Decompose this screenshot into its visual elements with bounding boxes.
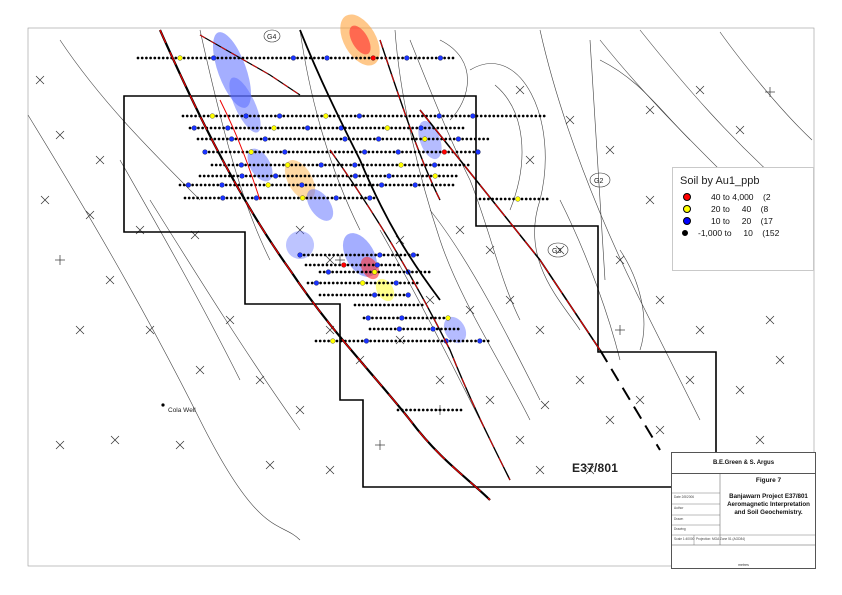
structural-symbols [35,75,795,475]
date-field: Date 2/8/2006 [674,495,695,499]
anomaly-g4-label: G4 [267,34,276,41]
author-field: Author [674,506,684,510]
legend-panel: Soil by Au1_ppb 40 to 4,000 (2 20 to 40 … [672,167,814,271]
scale-field: Scale 1:40000 [674,537,695,541]
title-block-author: B.E.Green & S. Argus [672,453,815,474]
legend-item-below-10: -1,000 to 10 (152 [682,227,779,239]
map-annotations: Cola Well G3 G2 G4 [161,29,611,414]
scale-units: metres [738,563,749,567]
well-symbol [161,403,165,407]
interpreted-faults [158,29,661,501]
magnetic-anomaly-shading [213,14,467,344]
drawing-field: Drawing [674,527,686,531]
well-label: Cola Well [168,407,196,414]
tenement-label: E37/801 [572,461,619,475]
soil-sample-lines [136,55,549,412]
figure-description: Banjawarn Project E37/801 Aeromagnetic I… [727,493,810,516]
legend-title: Soil by Au1_ppb [680,175,760,187]
legend-item-20-40: 20 to 40 (8 [683,203,768,215]
drawn-field: Drawn [674,517,684,521]
projection-field: Projection: MGA Zone 51 (AGD84) [696,537,746,541]
legend-item-40-4000: 40 to 4,000 (2 [683,191,771,203]
black-dot-icon [682,230,688,236]
anomaly-g2-label: G2 [594,178,603,185]
sheet-frame [27,27,815,567]
title-block-grid [672,473,815,546]
yellow-dot-icon [683,205,691,213]
title-block: B.E.Green & S. Argus Figure 7 Banjawarn … [671,452,816,569]
blue-dot-icon [683,217,691,225]
figure-number: Figure 7 [755,477,782,484]
tenement-boundary [123,95,717,488]
legend-item-10-20: 10 to 20 (17 [683,215,773,227]
anomaly-g3-label: G3 [552,248,561,255]
red-dot-icon [683,193,691,201]
